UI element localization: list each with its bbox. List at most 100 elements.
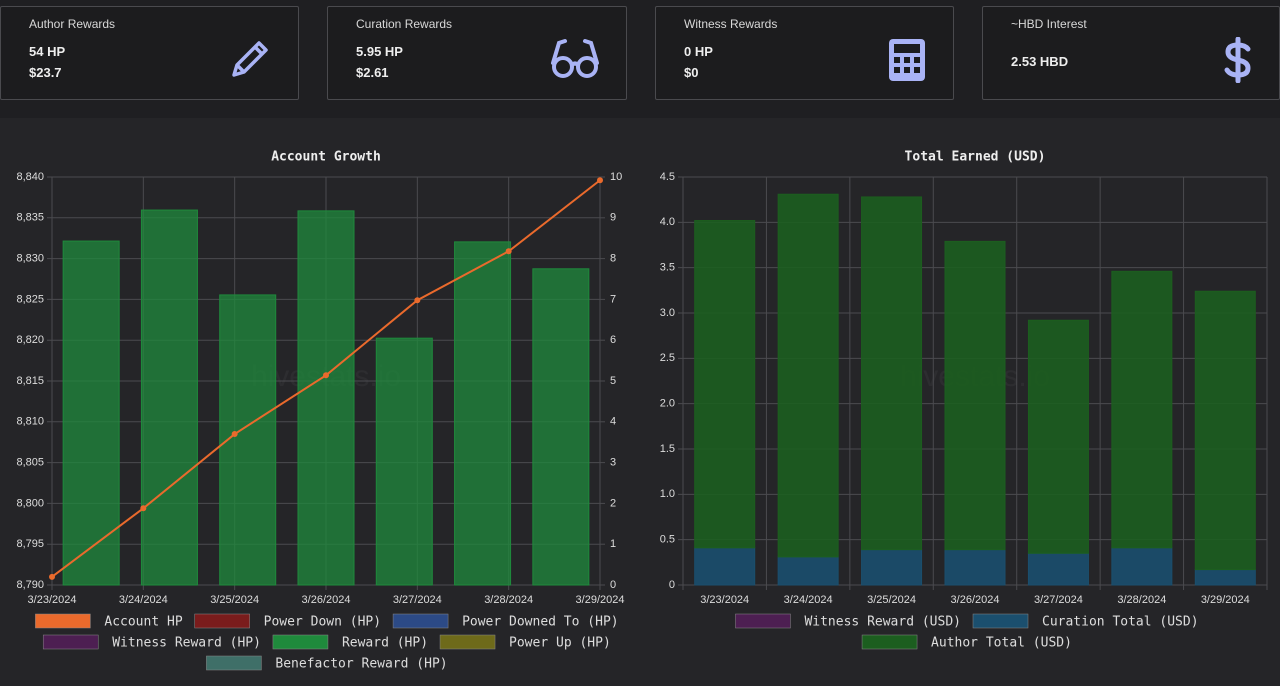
card-title: Curation Rewards xyxy=(356,17,453,31)
bar-segment xyxy=(944,240,1006,551)
legend-item: Account HP xyxy=(35,613,183,630)
y-tick-label: 4.5 xyxy=(660,171,675,183)
calculator-icon xyxy=(889,39,925,81)
bar-segment xyxy=(1194,290,1256,571)
line-point xyxy=(505,248,512,255)
legend-swatch xyxy=(194,613,250,629)
legend-item: Power Up (HP) xyxy=(439,634,611,651)
legend-label: Author Total (USD) xyxy=(931,636,1072,651)
bar xyxy=(62,240,120,586)
card-value: $0 xyxy=(684,65,699,80)
bar-segment xyxy=(1111,547,1173,586)
y2-tick-label: 6 xyxy=(610,334,616,346)
card-value: 2.53 HBD xyxy=(1011,54,1069,69)
bar-segment xyxy=(694,220,756,549)
bar xyxy=(375,337,433,586)
y2-tick-label: 10 xyxy=(610,171,622,183)
y2-tick-label: 2 xyxy=(610,497,616,509)
x-tick-label: 3/28/2024 xyxy=(1117,594,1166,606)
legend-swatch xyxy=(206,655,262,671)
y-tick-label: 0.5 xyxy=(660,534,675,546)
y2-tick-label: 7 xyxy=(610,293,616,305)
y-tick-label: 1.5 xyxy=(660,443,675,455)
y2-tick-label: 1 xyxy=(610,538,616,550)
y2-tick-label: 4 xyxy=(610,416,616,428)
x-tick-label: 3/24/2024 xyxy=(784,594,833,606)
line-point xyxy=(597,177,603,184)
chart: Account Growthhivestats.io8,7908,7958,80… xyxy=(0,118,640,686)
y-tick-label: 8,840 xyxy=(16,171,44,183)
legend-item: Benefactor Reward (HP) xyxy=(206,655,448,672)
legend-item: Witness Reward (USD) xyxy=(735,613,961,630)
y2-tick-label: 0 xyxy=(610,579,616,591)
y-tick-label: 8,790 xyxy=(16,579,44,591)
x-tick-label: 3/23/2024 xyxy=(700,594,749,606)
legend-item: Power Downed To (HP) xyxy=(392,613,619,630)
y2-tick-label: 5 xyxy=(610,375,616,387)
y-tick-label: 8,835 xyxy=(16,212,44,224)
card-value: 0 HP xyxy=(684,44,713,59)
card-value: $23.7 xyxy=(29,65,62,80)
card-value: 5.95 HP xyxy=(356,44,403,59)
chart-title: Account Growth xyxy=(271,150,381,165)
legend-label: Benefactor Reward (HP) xyxy=(275,657,447,672)
glasses-icon xyxy=(551,39,599,78)
legend-swatch xyxy=(735,613,791,629)
y2-tick-label: 3 xyxy=(610,457,616,469)
card-title: Witness Rewards xyxy=(684,17,778,31)
line-point xyxy=(140,505,147,512)
bar xyxy=(532,268,590,586)
card: ~HBD Interest 2.53 HBD xyxy=(982,6,1280,100)
x-tick-label: 3/26/2024 xyxy=(951,594,1000,606)
chart: Total Earned (USD)hivestats.io00.51.01.5… xyxy=(640,118,1280,686)
legend-item: Reward (HP) xyxy=(272,634,428,651)
x-tick-label: 3/25/2024 xyxy=(210,594,259,606)
y-tick-label: 2.5 xyxy=(660,352,675,364)
y-tick-label: 8,825 xyxy=(16,293,44,305)
bar-segment xyxy=(777,556,839,586)
legend-swatch xyxy=(35,613,91,629)
bar xyxy=(140,209,198,586)
legend-label: Power Downed To (HP) xyxy=(462,615,619,630)
x-tick-label: 3/24/2024 xyxy=(119,594,168,606)
y-tick-label: 8,795 xyxy=(16,538,44,550)
x-tick-label: 3/29/2024 xyxy=(576,594,625,606)
legend-item: Witness Reward (HP) xyxy=(42,634,261,651)
bar-segment xyxy=(694,547,756,586)
bar xyxy=(454,241,512,586)
x-tick-label: 3/23/2024 xyxy=(28,594,77,606)
card-title: Author Rewards xyxy=(29,17,116,31)
bar-segment xyxy=(1194,569,1256,586)
legend-swatch xyxy=(972,613,1029,629)
card-value: $2.61 xyxy=(356,65,389,80)
bar xyxy=(219,294,277,586)
bar-segment xyxy=(1111,270,1173,549)
y-tick-label: 8,820 xyxy=(16,334,44,346)
legend-swatch xyxy=(861,634,918,650)
line-point xyxy=(231,431,238,438)
y-tick-label: 8,800 xyxy=(16,497,44,509)
line-point xyxy=(414,297,421,304)
legend-label: Power Up (HP) xyxy=(509,636,611,651)
legend-label: Account HP xyxy=(104,615,182,630)
x-tick-label: 3/26/2024 xyxy=(302,594,351,606)
y-tick-label: 8,805 xyxy=(16,457,44,469)
bar-segment xyxy=(944,549,1006,586)
y-tick-label: 1.0 xyxy=(660,488,675,500)
legend-item: Curation Total (USD) xyxy=(972,613,1199,630)
x-tick-label: 3/25/2024 xyxy=(867,594,916,606)
legend-label: Curation Total (USD) xyxy=(1042,615,1199,630)
y-tick-label: 2.0 xyxy=(660,398,675,410)
bar-segment xyxy=(1027,319,1089,554)
bar-segment xyxy=(861,549,923,586)
line-point xyxy=(323,372,329,379)
legend-swatch xyxy=(42,634,99,650)
card-value: 54 HP xyxy=(29,44,66,59)
bar-segment xyxy=(861,196,923,551)
legend-swatch xyxy=(439,634,496,650)
x-tick-label: 3/28/2024 xyxy=(484,594,533,606)
legend-swatch xyxy=(392,613,449,629)
card: Curation Rewards 5.95 HP $2.61 xyxy=(327,6,627,100)
